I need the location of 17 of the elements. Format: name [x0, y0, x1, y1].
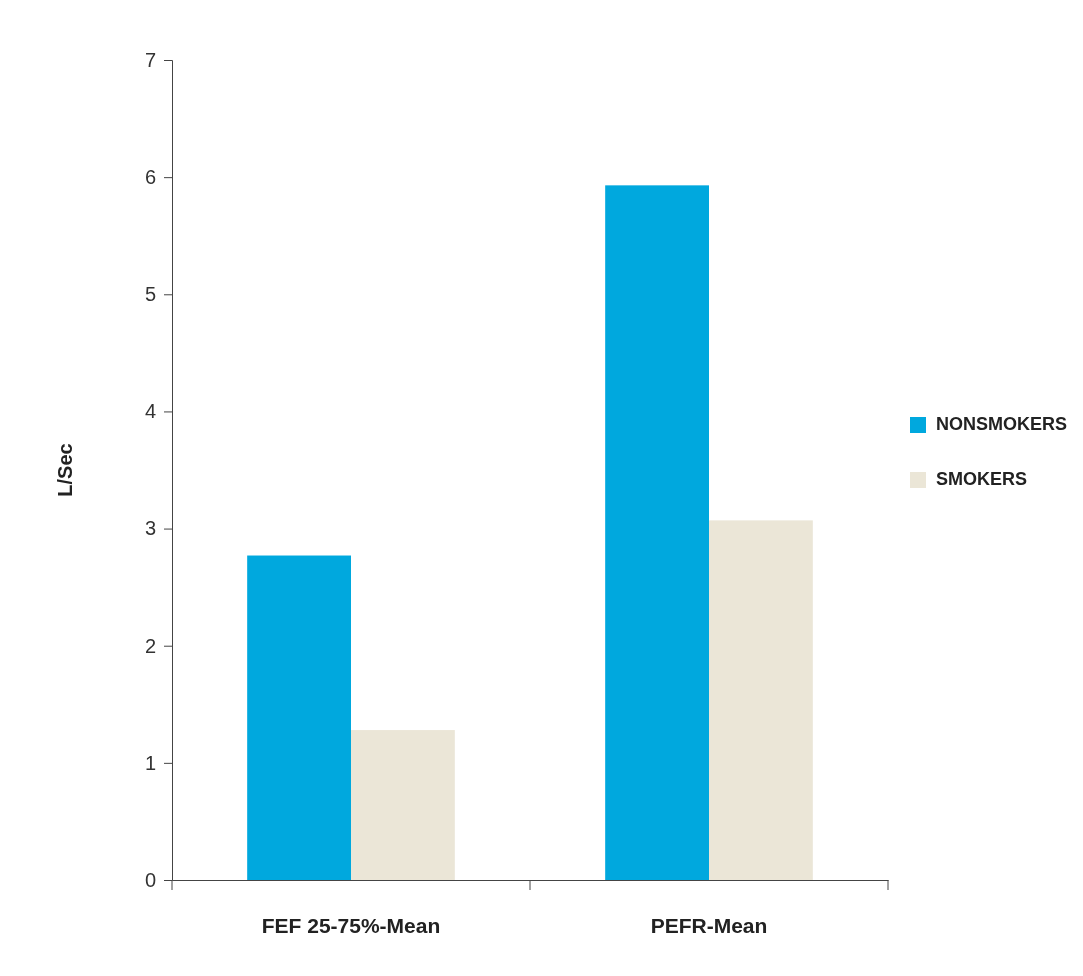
y-tick-label: 3	[144, 517, 156, 540]
y-tick-label: 5	[144, 283, 156, 306]
legend-label: SMOKERS	[936, 469, 1028, 489]
y-tick-label: 7	[144, 48, 156, 71]
legend-label: NONSMOKERS	[936, 414, 1068, 434]
y-tick-label: 4	[144, 400, 156, 423]
x-tick-label: FEF 25-75%-Mean	[261, 913, 441, 937]
y-tick-label: 2	[144, 634, 156, 657]
bar	[605, 185, 709, 880]
bar	[351, 730, 455, 880]
y-tick-label: 0	[144, 868, 156, 891]
bar	[247, 555, 351, 880]
x-tick-label: PEFR-Mean	[650, 913, 768, 937]
bar	[709, 520, 813, 880]
y-axis-title: L/Sec	[54, 443, 76, 497]
y-tick-label: 6	[144, 166, 156, 189]
y-tick-label: 1	[144, 751, 156, 774]
